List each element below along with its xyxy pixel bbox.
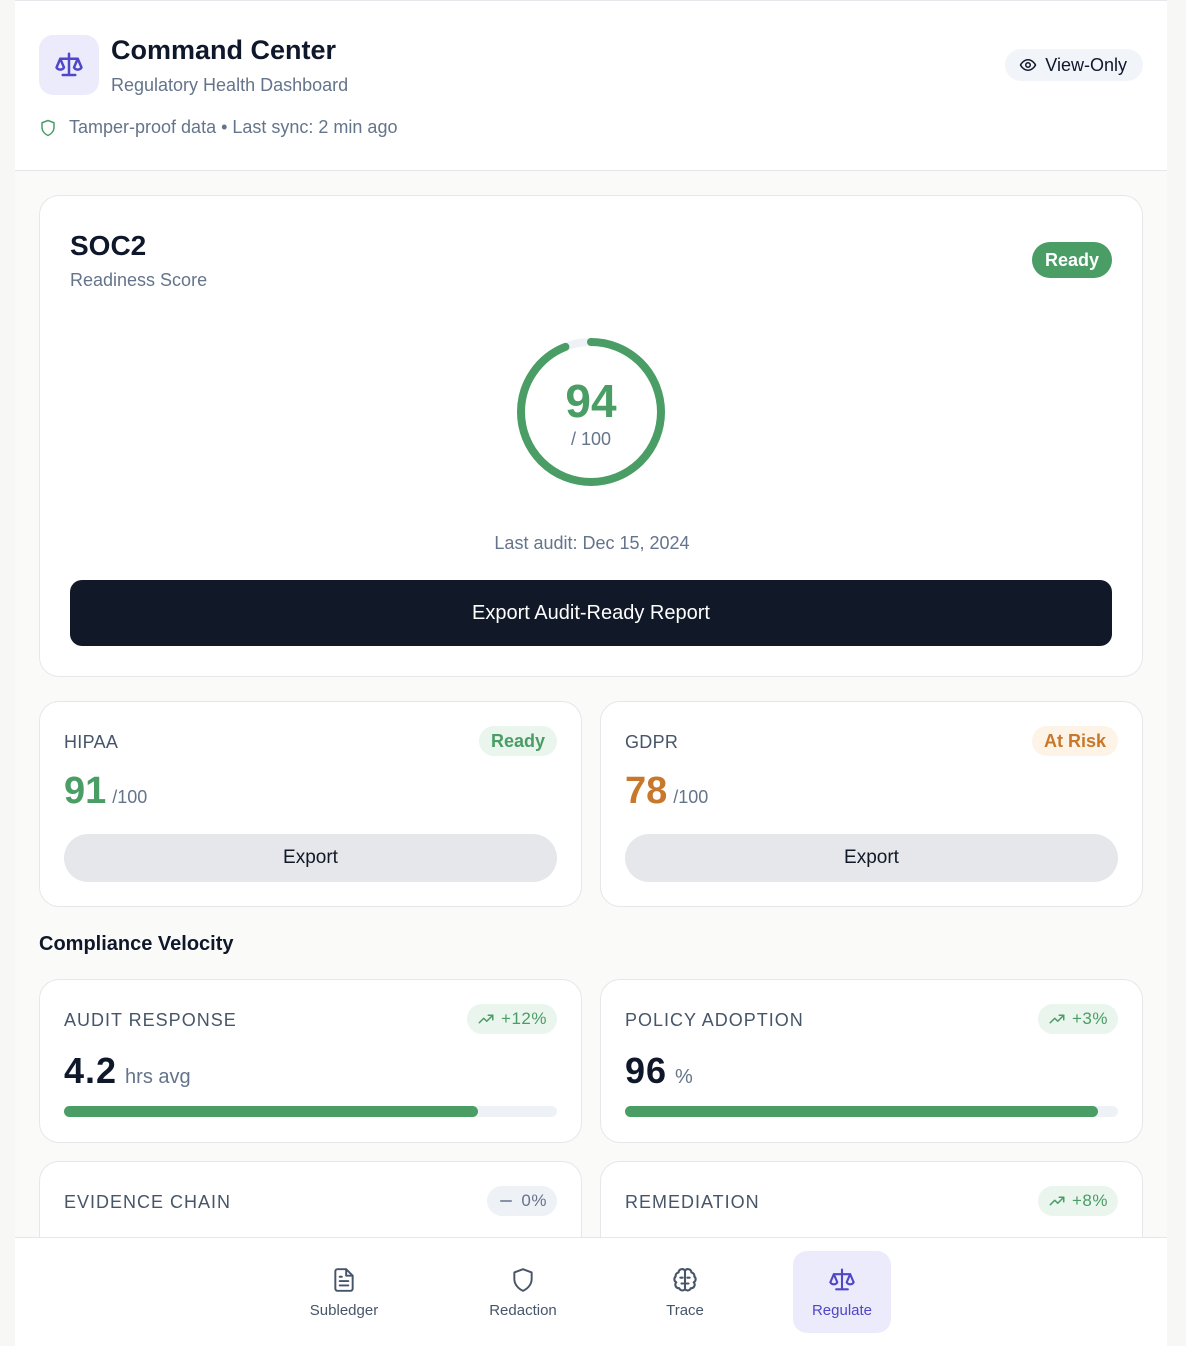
audit-response-card: AUDIT RESPONSE +12% 4.2 hrs avg bbox=[39, 979, 582, 1143]
progress-bar bbox=[625, 1106, 1118, 1117]
trend-badge: +12% bbox=[467, 1004, 557, 1034]
metric-name: AUDIT RESPONSE bbox=[64, 1010, 237, 1030]
trend-badge: +8% bbox=[1038, 1186, 1118, 1216]
nav-item-subledger[interactable]: Subledger bbox=[295, 1251, 393, 1333]
progress-bar bbox=[64, 1106, 557, 1117]
framework-score: 78 /100 bbox=[625, 770, 708, 813]
document-icon bbox=[334, 1267, 354, 1292]
soc2-subtitle: Readiness Score bbox=[70, 270, 208, 290]
nav-item-regulate[interactable]: Regulate bbox=[793, 1251, 891, 1333]
gauge-arc bbox=[517, 338, 665, 486]
trending-up-icon bbox=[478, 1014, 494, 1024]
status-badge: Ready bbox=[1031, 242, 1112, 278]
app-logo bbox=[39, 35, 99, 95]
soc2-title: SOC2 bbox=[70, 230, 147, 261]
soc2-card: SOC2 Readiness Score Ready 94 / 100 Last… bbox=[39, 195, 1143, 677]
page-title: Command Center bbox=[111, 35, 337, 65]
metric-value: 4.2 hrs avg bbox=[64, 1050, 191, 1092]
metric-name: EVIDENCE CHAIN bbox=[64, 1192, 232, 1212]
scale-icon bbox=[55, 52, 83, 77]
framework-name: GDPR bbox=[625, 732, 679, 752]
trend-value: +8% bbox=[1072, 1191, 1108, 1210]
status-badge: At Risk bbox=[1031, 726, 1118, 756]
value-number: 96 bbox=[625, 1050, 668, 1091]
policy-adoption-card: POLICY ADOPTION +3% 96 % bbox=[600, 979, 1143, 1143]
progress-fill bbox=[64, 1106, 479, 1117]
nav-label: Regulate bbox=[811, 1301, 873, 1319]
metric-value: 96 % bbox=[625, 1050, 693, 1092]
metric-name: POLICY ADOPTION bbox=[625, 1010, 804, 1030]
app-root: Command Center Regulatory Health Dashboa… bbox=[15, 0, 1167, 1346]
scale-icon bbox=[829, 1267, 855, 1290]
soc2-score: 94 bbox=[565, 375, 617, 427]
page-subtitle: Regulatory Health Dashboard bbox=[111, 75, 349, 95]
progress-fill bbox=[625, 1106, 1099, 1117]
trend-value: 0% bbox=[521, 1191, 547, 1210]
metric-name: REMEDIATION bbox=[625, 1192, 760, 1212]
value-unit: hrs avg bbox=[125, 1066, 191, 1088]
hipaa-export-button[interactable]: Export bbox=[64, 834, 557, 882]
nav-label: Trace bbox=[666, 1301, 704, 1319]
framework-score: 91 /100 bbox=[64, 770, 147, 813]
brain-icon bbox=[673, 1267, 697, 1291]
nav-label: Redaction bbox=[489, 1301, 557, 1319]
view-only-label: View-Only bbox=[1045, 54, 1127, 75]
readiness-gauge bbox=[517, 338, 665, 486]
score-max: /100 bbox=[112, 787, 148, 807]
value-unit: % bbox=[675, 1066, 693, 1088]
value-number: 4.2 bbox=[64, 1050, 118, 1091]
soc2-score-max: / 100 bbox=[570, 429, 612, 449]
hipaa-card: HIPAA Ready 91 /100 Export bbox=[39, 701, 582, 907]
framework-name: HIPAA bbox=[64, 732, 119, 752]
last-audit: Last audit: Dec 15, 2024 bbox=[494, 533, 690, 553]
shield-check-icon bbox=[41, 119, 55, 136]
score-max: /100 bbox=[673, 787, 709, 807]
nav-item-redaction[interactable]: Redaction bbox=[474, 1251, 572, 1333]
section-title: Compliance Velocity bbox=[39, 933, 234, 955]
view-only-badge[interactable]: View-Only bbox=[1005, 49, 1143, 81]
score-value: 91 bbox=[64, 770, 107, 812]
eye-icon bbox=[1020, 59, 1037, 71]
nav-item-trace[interactable]: Trace bbox=[636, 1251, 734, 1333]
sync-status: Tamper-proof data • Last sync: 2 min ago bbox=[39, 117, 397, 138]
status-badge: Ready bbox=[478, 726, 557, 756]
trend-value: +3% bbox=[1072, 1009, 1108, 1028]
trend-badge: 0% bbox=[487, 1186, 557, 1216]
score-value: 78 bbox=[625, 770, 668, 812]
header: Command Center Regulatory Health Dashboa… bbox=[15, 1, 1167, 171]
trend-badge: +3% bbox=[1038, 1004, 1118, 1034]
nav-label: Subledger bbox=[309, 1301, 379, 1319]
gdpr-card: GDPR At Risk 78 /100 Export bbox=[600, 701, 1143, 907]
gdpr-export-button[interactable]: Export bbox=[625, 834, 1118, 882]
minus-icon bbox=[500, 1200, 513, 1202]
bottom-nav: Subledger Redaction Trace Regulate bbox=[15, 1237, 1167, 1346]
trending-up-icon bbox=[1049, 1196, 1065, 1206]
trend-value: +12% bbox=[501, 1009, 547, 1028]
shield-icon bbox=[513, 1267, 533, 1292]
sync-text: Tamper-proof data • Last sync: 2 min ago bbox=[69, 117, 398, 137]
export-audit-report-button[interactable]: Export Audit-Ready Report bbox=[70, 580, 1112, 646]
trending-up-icon bbox=[1049, 1014, 1065, 1024]
